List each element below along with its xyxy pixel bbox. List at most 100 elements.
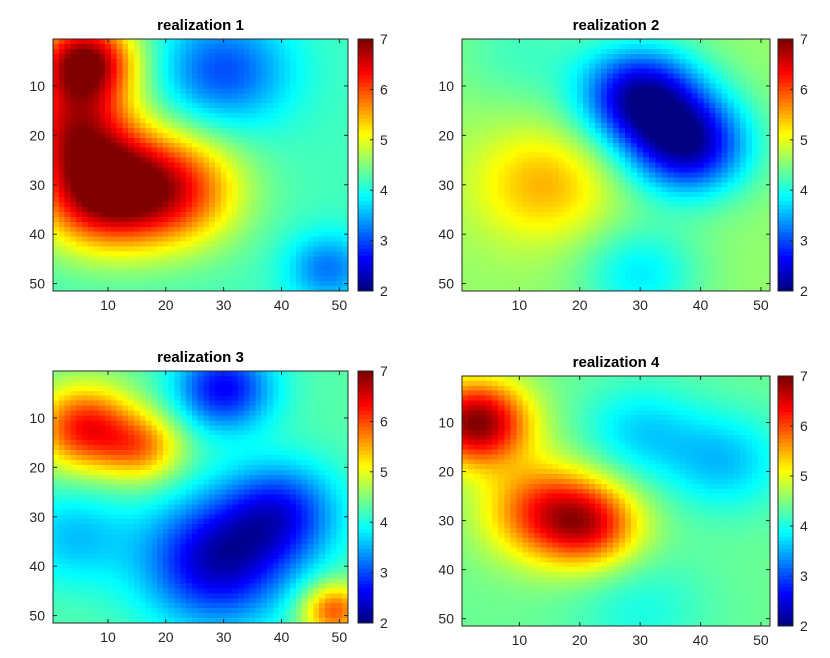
heatmap-cell: [249, 63, 257, 70]
heatmap-cell: [679, 172, 687, 178]
heatmap-cell: [558, 202, 566, 208]
heatmap-cell: [313, 246, 320, 253]
heatmap-cell: [751, 216, 759, 223]
heatmap-cell: [209, 137, 216, 144]
heatmap-cell: [128, 88, 135, 94]
heatmap-cell: [255, 73, 262, 80]
heatmap-cell: [336, 132, 343, 139]
heatmap-cell: [510, 98, 517, 104]
heatmap-cell: [474, 162, 481, 169]
heatmap-cell: [87, 202, 95, 208]
heatmap-cell: [128, 187, 135, 193]
heatmap-cell: [661, 58, 668, 65]
heatmap-cell: [110, 216, 118, 223]
heatmap-cell: [600, 221, 608, 228]
heatmap-cell: [87, 58, 95, 65]
heatmap-cell: [301, 48, 309, 55]
heatmap-cell: [70, 197, 77, 203]
heatmap-cell: [697, 88, 705, 94]
heatmap-cell: [238, 182, 245, 188]
heatmap-cell: [197, 276, 204, 282]
heatmap-cell: [186, 98, 193, 104]
heatmap-cell: [612, 142, 620, 149]
heatmap-cell: [564, 152, 572, 159]
heatmap-cell: [105, 256, 112, 262]
heatmap-cell: [667, 226, 674, 233]
heatmap-cell: [727, 63, 735, 70]
heatmap-cell: [76, 221, 83, 228]
heatmap-cell: [703, 103, 711, 109]
heatmap-cell: [637, 132, 644, 139]
heatmap-cell: [290, 103, 297, 109]
heatmap-cell: [709, 93, 717, 99]
heatmap-cell: [313, 251, 320, 258]
heatmap-cell: [53, 108, 60, 114]
colorbar-segment: [358, 271, 373, 276]
heatmap-cell: [93, 271, 100, 277]
heatmap-cell: [174, 147, 181, 154]
heatmap-cell: [226, 48, 233, 55]
heatmap-cell: [679, 88, 687, 94]
heatmap-cell: [637, 43, 644, 50]
heatmap-cell: [81, 93, 89, 99]
heatmap-cell: [703, 108, 711, 114]
heatmap-cell: [319, 182, 326, 188]
heatmap-cell: [721, 231, 729, 238]
heatmap-cell: [122, 167, 129, 174]
heatmap-cell: [709, 207, 717, 213]
heatmap-cell: [462, 78, 469, 85]
heatmap-cell: [576, 108, 584, 114]
heatmap-cell: [226, 211, 233, 218]
heatmap-cell: [122, 162, 129, 169]
heatmap-cell: [751, 103, 759, 109]
heatmap-cell: [510, 73, 517, 80]
heatmap-cell: [324, 63, 332, 70]
heatmap-cell: [151, 127, 158, 134]
heatmap-cell: [232, 118, 239, 124]
heatmap-cell: [594, 152, 602, 159]
heatmap-cell: [105, 152, 112, 159]
heatmap-cell: [180, 286, 187, 292]
heatmap-cell: [697, 241, 705, 248]
heatmap-cell: [139, 58, 147, 65]
heatmap-cell: [727, 246, 735, 253]
heatmap-cell: [474, 39, 481, 45]
heatmap-cell: [703, 137, 711, 144]
heatmap-cell: [697, 123, 705, 129]
heatmap-cell: [168, 157, 176, 164]
heatmap-cell: [631, 256, 638, 262]
heatmap-cell: [534, 231, 542, 238]
heatmap-cell: [214, 88, 222, 94]
heatmap-cell: [588, 142, 596, 149]
heatmap-cell: [197, 281, 204, 287]
heatmap-cell: [342, 113, 349, 119]
heatmap-cell: [468, 197, 475, 203]
heatmap-cell: [534, 137, 542, 144]
heatmap-cell: [133, 251, 141, 258]
heatmap-cell: [546, 172, 554, 178]
heatmap-cell: [330, 73, 338, 80]
heatmap-cell: [295, 48, 303, 55]
heatmap-cell: [721, 132, 729, 139]
heatmap-cell: [600, 236, 608, 243]
heatmap-cell: [697, 147, 705, 154]
heatmap-cell: [151, 147, 158, 154]
heatmap-cell: [474, 192, 481, 198]
heatmap-cell: [757, 221, 765, 228]
heatmap-cell: [180, 118, 187, 124]
heatmap-cell: [739, 68, 747, 75]
heatmap-cell: [162, 211, 170, 218]
heatmap-cell: [53, 271, 60, 277]
heatmap-cell: [267, 78, 274, 85]
heatmap-cell: [220, 221, 228, 228]
heatmap-cell: [139, 147, 147, 154]
heatmap-cell: [220, 53, 228, 60]
heatmap-cell: [727, 197, 735, 203]
heatmap-cell: [261, 53, 268, 60]
heatmap-cell: [637, 127, 644, 134]
heatmap-cell: [552, 192, 560, 198]
heatmap-cell: [58, 261, 66, 267]
heatmap-cell: [93, 177, 100, 183]
heatmap-cell: [763, 197, 771, 203]
heatmap-cell: [510, 157, 517, 164]
